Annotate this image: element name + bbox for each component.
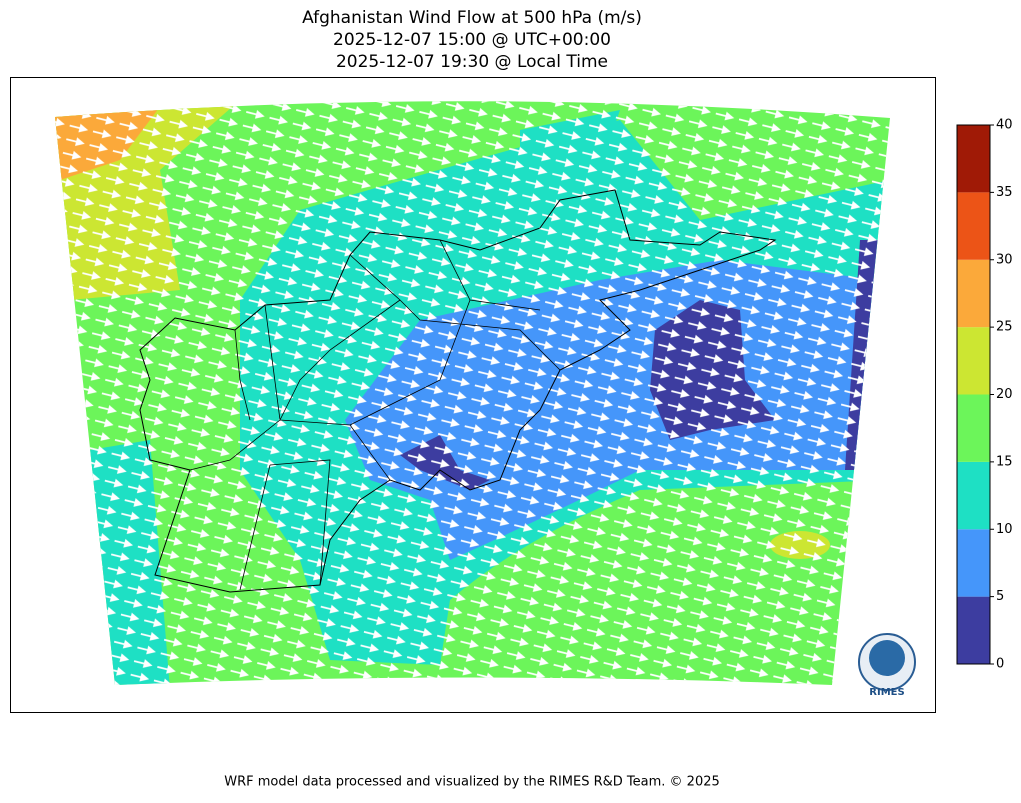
colorbar-tick-label: 30: [996, 252, 1013, 267]
footer: WRF model data processed and visualized …: [224, 775, 720, 790]
logo-text: RIMES: [869, 687, 904, 698]
colorbar-tick-label: 15: [996, 454, 1013, 469]
colorbar-bin: [957, 394, 990, 462]
logo-globe: [869, 640, 905, 676]
colorbar-tick-label: 0: [996, 657, 1004, 672]
colorbar-tick-label: 25: [996, 320, 1013, 335]
province-border: [189, 239, 561, 591]
colorbar-bin: [957, 461, 990, 530]
colorbar-tick-label: 35: [996, 185, 1013, 200]
title-line: 2025-12-07 15:00 @ UTC+00:00: [333, 30, 611, 50]
colorbar-bin: [957, 327, 990, 395]
colorbar-tick-label: 5: [996, 589, 1004, 604]
wind-field: [55, 101, 890, 685]
colorbar: 0 5 10 15 20 25 30 35 40: [956, 118, 1013, 672]
logo: RIMES: [858, 633, 916, 698]
colorbar-tick-label: 20: [996, 387, 1013, 402]
colorbar-bin: [957, 596, 990, 664]
country-border: [139, 189, 777, 593]
colorbar-bin: [957, 259, 990, 328]
title-line: 2025-12-07 19:30 @ Local Time: [336, 52, 608, 72]
title-line: Afghanistan Wind Flow at 500 hPa (m/s): [302, 8, 642, 28]
colorbar-bin: [957, 125, 990, 193]
colorbar-tick-label: 40: [996, 118, 1013, 133]
colorbar-bin: [957, 529, 990, 597]
wind-vectors: [55, 101, 890, 685]
colorbar-tick-label: 10: [996, 522, 1013, 537]
colorbar-bin: [957, 192, 990, 260]
